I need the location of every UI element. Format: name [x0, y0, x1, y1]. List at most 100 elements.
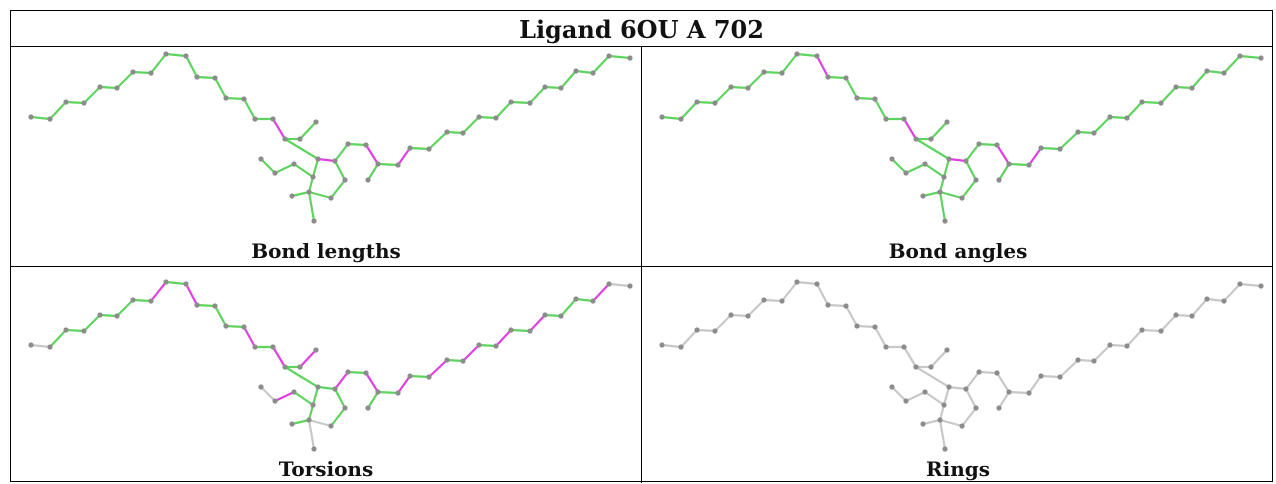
atom [946, 156, 952, 162]
bond [780, 280, 799, 303]
bond [82, 85, 102, 105]
atom [889, 384, 895, 390]
atom [913, 136, 919, 142]
bond [1205, 69, 1226, 75]
bond [1058, 130, 1080, 151]
atom [1204, 296, 1210, 302]
bond [826, 303, 848, 308]
bond [942, 157, 951, 179]
bond [997, 162, 1011, 182]
bond [929, 120, 949, 141]
bond [1222, 54, 1242, 75]
bond [445, 130, 465, 135]
atom [825, 74, 831, 80]
atom [1258, 283, 1264, 289]
atom [28, 342, 34, 348]
bond [960, 178, 978, 200]
atom [194, 302, 200, 308]
atom [728, 84, 734, 90]
atom [678, 116, 684, 122]
atom [395, 390, 401, 396]
atom [527, 100, 533, 106]
atom [542, 312, 548, 318]
atom [542, 84, 548, 90]
bond [1108, 343, 1129, 348]
atom [444, 357, 450, 363]
atom [928, 364, 934, 370]
atom [573, 296, 579, 302]
bond [1027, 374, 1043, 395]
row-divider [11, 266, 1272, 267]
bond [826, 75, 848, 80]
bond [938, 418, 947, 451]
bond [679, 328, 699, 349]
bond [427, 358, 449, 379]
bond [921, 190, 942, 198]
atom [963, 386, 969, 392]
atom [493, 115, 499, 121]
bond [543, 85, 563, 90]
atom [1091, 358, 1097, 364]
atom [901, 344, 907, 350]
atom [976, 369, 982, 375]
bond [815, 282, 830, 307]
atom [194, 74, 200, 80]
atom [883, 344, 889, 350]
bond [873, 325, 888, 349]
bond [259, 385, 277, 403]
bond [977, 142, 999, 147]
bond [1076, 130, 1096, 135]
bond [195, 75, 217, 80]
atom [659, 342, 665, 348]
atom [922, 389, 928, 395]
atom [375, 161, 381, 167]
atom [1057, 146, 1063, 152]
bond [242, 97, 257, 121]
atom [994, 370, 1000, 376]
bond [307, 190, 316, 223]
atom [1075, 357, 1081, 363]
molecule-bond-lengths [28, 51, 633, 224]
atom [1026, 390, 1032, 396]
atom [606, 281, 612, 287]
atom [282, 364, 288, 370]
atom [332, 158, 338, 164]
atom [363, 142, 369, 148]
atom [363, 370, 369, 376]
atom [460, 130, 466, 136]
bond [408, 146, 431, 151]
bond [396, 146, 412, 167]
bond [995, 371, 1011, 394]
atom [994, 142, 1000, 148]
atom [825, 302, 831, 308]
bond [1039, 146, 1062, 151]
atom [1006, 161, 1012, 167]
atom [291, 161, 297, 167]
atom [1221, 70, 1227, 76]
atom [976, 141, 982, 147]
bond [1159, 85, 1178, 105]
bond [746, 70, 766, 90]
bond [1092, 115, 1112, 135]
atom [81, 328, 87, 334]
bond [29, 115, 52, 121]
atom [252, 116, 258, 122]
bond [1125, 328, 1144, 348]
bond [762, 70, 784, 75]
bond [164, 280, 188, 286]
molecule-bond-angles [659, 51, 1264, 224]
bond [224, 324, 246, 329]
atom [1091, 130, 1097, 136]
atom [1237, 53, 1243, 59]
bond [1058, 358, 1080, 379]
bond [346, 370, 368, 375]
bond [364, 371, 380, 394]
bond [494, 100, 513, 120]
bond [660, 343, 683, 349]
atom [183, 53, 189, 59]
bond [929, 348, 949, 369]
bond [902, 345, 918, 369]
panel-label-bond-lengths: Bond lengths [251, 239, 401, 263]
atom [963, 158, 969, 164]
atom [1221, 298, 1227, 304]
